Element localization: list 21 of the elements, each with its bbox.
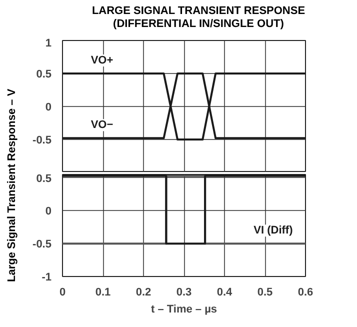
x-tick-label: 0.2 [136,286,152,298]
x-tick-label: 0 [59,286,66,298]
series-label: VO+ [90,54,114,66]
chart-title: LARGE SIGNAL TRANSIENT RESPONSE (DIFFERENTIAL IN/SINGLE OUT) [92,5,306,31]
x-tick-label: 0.1 [95,286,111,298]
y-tick-label: -0.5 [32,134,52,146]
x-tick-label: 0.4 [216,286,234,298]
series-label: VO− [90,119,114,132]
x-tick-label: 0.6 [298,286,314,298]
y-tick-label: 0 [45,102,52,114]
text: VI (Diff) [254,224,294,237]
x-tick-label: 0.3 [176,286,192,298]
y-tick-label: -0.5 [32,238,52,251]
x-axis-title: t – Time – µs [150,304,218,316]
y-tick-label: 0 [45,206,52,218]
x-tick-label: 0.5 [257,286,273,298]
y-tick-label: 0.5 [36,68,52,80]
y-tick-label: -1 [42,272,52,284]
y-tick-label: 0.5 [36,172,52,185]
y-tick-label: 1 [45,38,52,50]
y-axis-title: Large Signal Transient Response – V [5,88,19,282]
